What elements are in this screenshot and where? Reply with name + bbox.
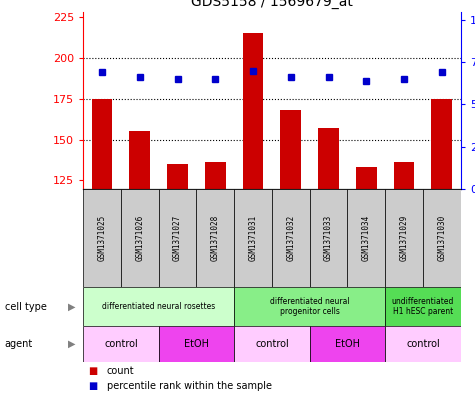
Text: GSM1371034: GSM1371034 (362, 215, 371, 261)
Text: ▶: ▶ (67, 301, 75, 312)
Bar (431, 99, 452, 189)
Bar (121, 189, 159, 287)
Bar (83, 189, 121, 287)
Text: GSM1371029: GSM1371029 (399, 215, 408, 261)
Text: control: control (104, 339, 138, 349)
Bar (272, 189, 310, 287)
Bar (159, 189, 197, 287)
Text: differentiated neural rosettes: differentiated neural rosettes (102, 302, 215, 311)
Bar (394, 162, 415, 189)
Bar (310, 326, 385, 362)
Text: undifferentiated
H1 hESC parent: undifferentiated H1 hESC parent (392, 297, 454, 316)
Bar (385, 326, 461, 362)
Bar (385, 189, 423, 287)
Bar (167, 164, 188, 189)
Text: cell type: cell type (5, 301, 47, 312)
Text: GSM1371030: GSM1371030 (437, 215, 446, 261)
Text: GSM1371033: GSM1371033 (324, 215, 333, 261)
Bar (234, 326, 310, 362)
Bar (92, 99, 113, 189)
Bar (159, 326, 234, 362)
Bar (318, 128, 339, 189)
Text: ■: ■ (88, 366, 97, 376)
Bar (83, 326, 159, 362)
Bar (347, 189, 385, 287)
Text: GSM1371028: GSM1371028 (211, 215, 220, 261)
Text: GSM1371027: GSM1371027 (173, 215, 182, 261)
Text: ▶: ▶ (67, 339, 75, 349)
Title: GDS5158 / 1569679_at: GDS5158 / 1569679_at (191, 0, 353, 9)
Bar (423, 189, 461, 287)
Text: control: control (255, 339, 289, 349)
Text: EtOH: EtOH (335, 339, 360, 349)
Bar (197, 189, 234, 287)
Text: GSM1371026: GSM1371026 (135, 215, 144, 261)
Text: control: control (406, 339, 440, 349)
Text: agent: agent (5, 339, 33, 349)
Text: ■: ■ (88, 381, 97, 391)
Text: GSM1371031: GSM1371031 (248, 215, 257, 261)
Bar (234, 189, 272, 287)
Bar (129, 131, 150, 189)
Bar (280, 110, 301, 189)
Bar (356, 167, 377, 189)
Text: EtOH: EtOH (184, 339, 209, 349)
Bar (385, 287, 461, 326)
Text: percentile rank within the sample: percentile rank within the sample (107, 381, 272, 391)
Text: GSM1371025: GSM1371025 (97, 215, 106, 261)
Text: GSM1371032: GSM1371032 (286, 215, 295, 261)
Text: differentiated neural
progenitor cells: differentiated neural progenitor cells (270, 297, 350, 316)
Bar (310, 189, 348, 287)
Text: count: count (107, 366, 134, 376)
Bar (243, 33, 264, 189)
Bar (234, 287, 385, 326)
Bar (205, 162, 226, 189)
Bar (83, 287, 234, 326)
